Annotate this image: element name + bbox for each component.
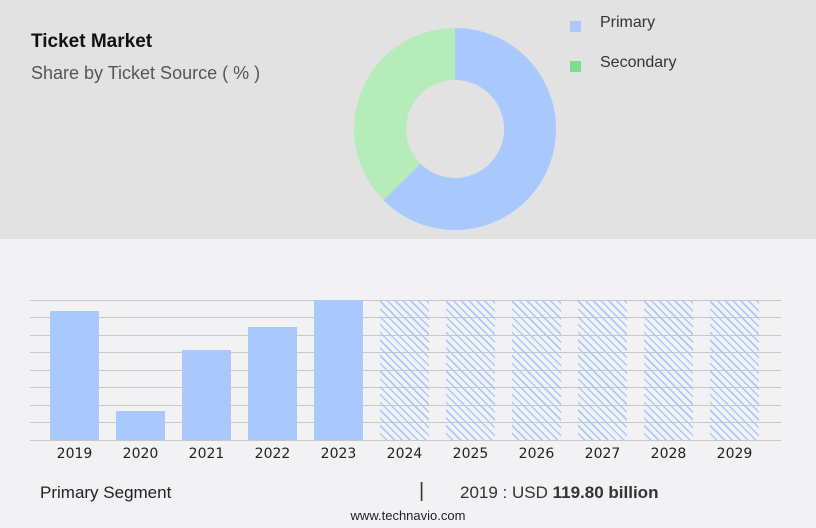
chart-title: Ticket Market bbox=[31, 31, 153, 52]
segment-value: 2019 : USD 119.80 billion bbox=[460, 483, 658, 503]
x-axis-label: 2022 bbox=[254, 446, 291, 462]
x-axis-label: 2024 bbox=[386, 446, 423, 462]
forecast-bar bbox=[446, 300, 495, 440]
legend-swatch-primary bbox=[570, 21, 581, 32]
bar bbox=[182, 350, 231, 440]
bar bbox=[248, 327, 297, 440]
x-axis-label: 2019 bbox=[56, 446, 93, 462]
segment-label: Primary Segment bbox=[40, 483, 172, 502]
x-axis-label: 2025 bbox=[452, 446, 489, 462]
x-axis-label: 2027 bbox=[584, 446, 621, 462]
forecast-bar bbox=[380, 300, 429, 440]
value-amount: 119.80 billion bbox=[552, 483, 659, 502]
chart-subtitle: Share by Ticket Source ( % ) bbox=[31, 63, 261, 83]
x-axis-label: 2029 bbox=[716, 446, 753, 462]
x-axis-label: 2026 bbox=[518, 446, 555, 462]
baseline bbox=[30, 440, 781, 441]
website-link[interactable]: www.technavio.com bbox=[350, 508, 466, 523]
value-prefix: 2019 : USD bbox=[460, 483, 548, 502]
legend-label: Primary bbox=[600, 14, 656, 31]
legend-swatch-secondary bbox=[570, 61, 581, 72]
legend-label: Secondary bbox=[600, 54, 677, 71]
bar-chart bbox=[30, 300, 781, 441]
forecast-bar bbox=[512, 300, 561, 440]
donut-slice-primary bbox=[383, 27, 557, 231]
donut-chart bbox=[354, 27, 557, 231]
x-axis-label: 2023 bbox=[320, 446, 357, 462]
x-axis-label: 2028 bbox=[650, 446, 687, 462]
bar bbox=[116, 411, 165, 440]
separator: | bbox=[419, 480, 425, 502]
forecast-bar bbox=[578, 300, 627, 440]
x-axis-label: 2021 bbox=[188, 446, 225, 462]
bar bbox=[50, 311, 99, 440]
forecast-bar bbox=[710, 300, 759, 440]
bar bbox=[314, 300, 363, 440]
forecast-bar bbox=[644, 300, 693, 440]
donut-slice-secondary bbox=[354, 28, 455, 201]
x-axis-label: 2020 bbox=[122, 446, 159, 462]
